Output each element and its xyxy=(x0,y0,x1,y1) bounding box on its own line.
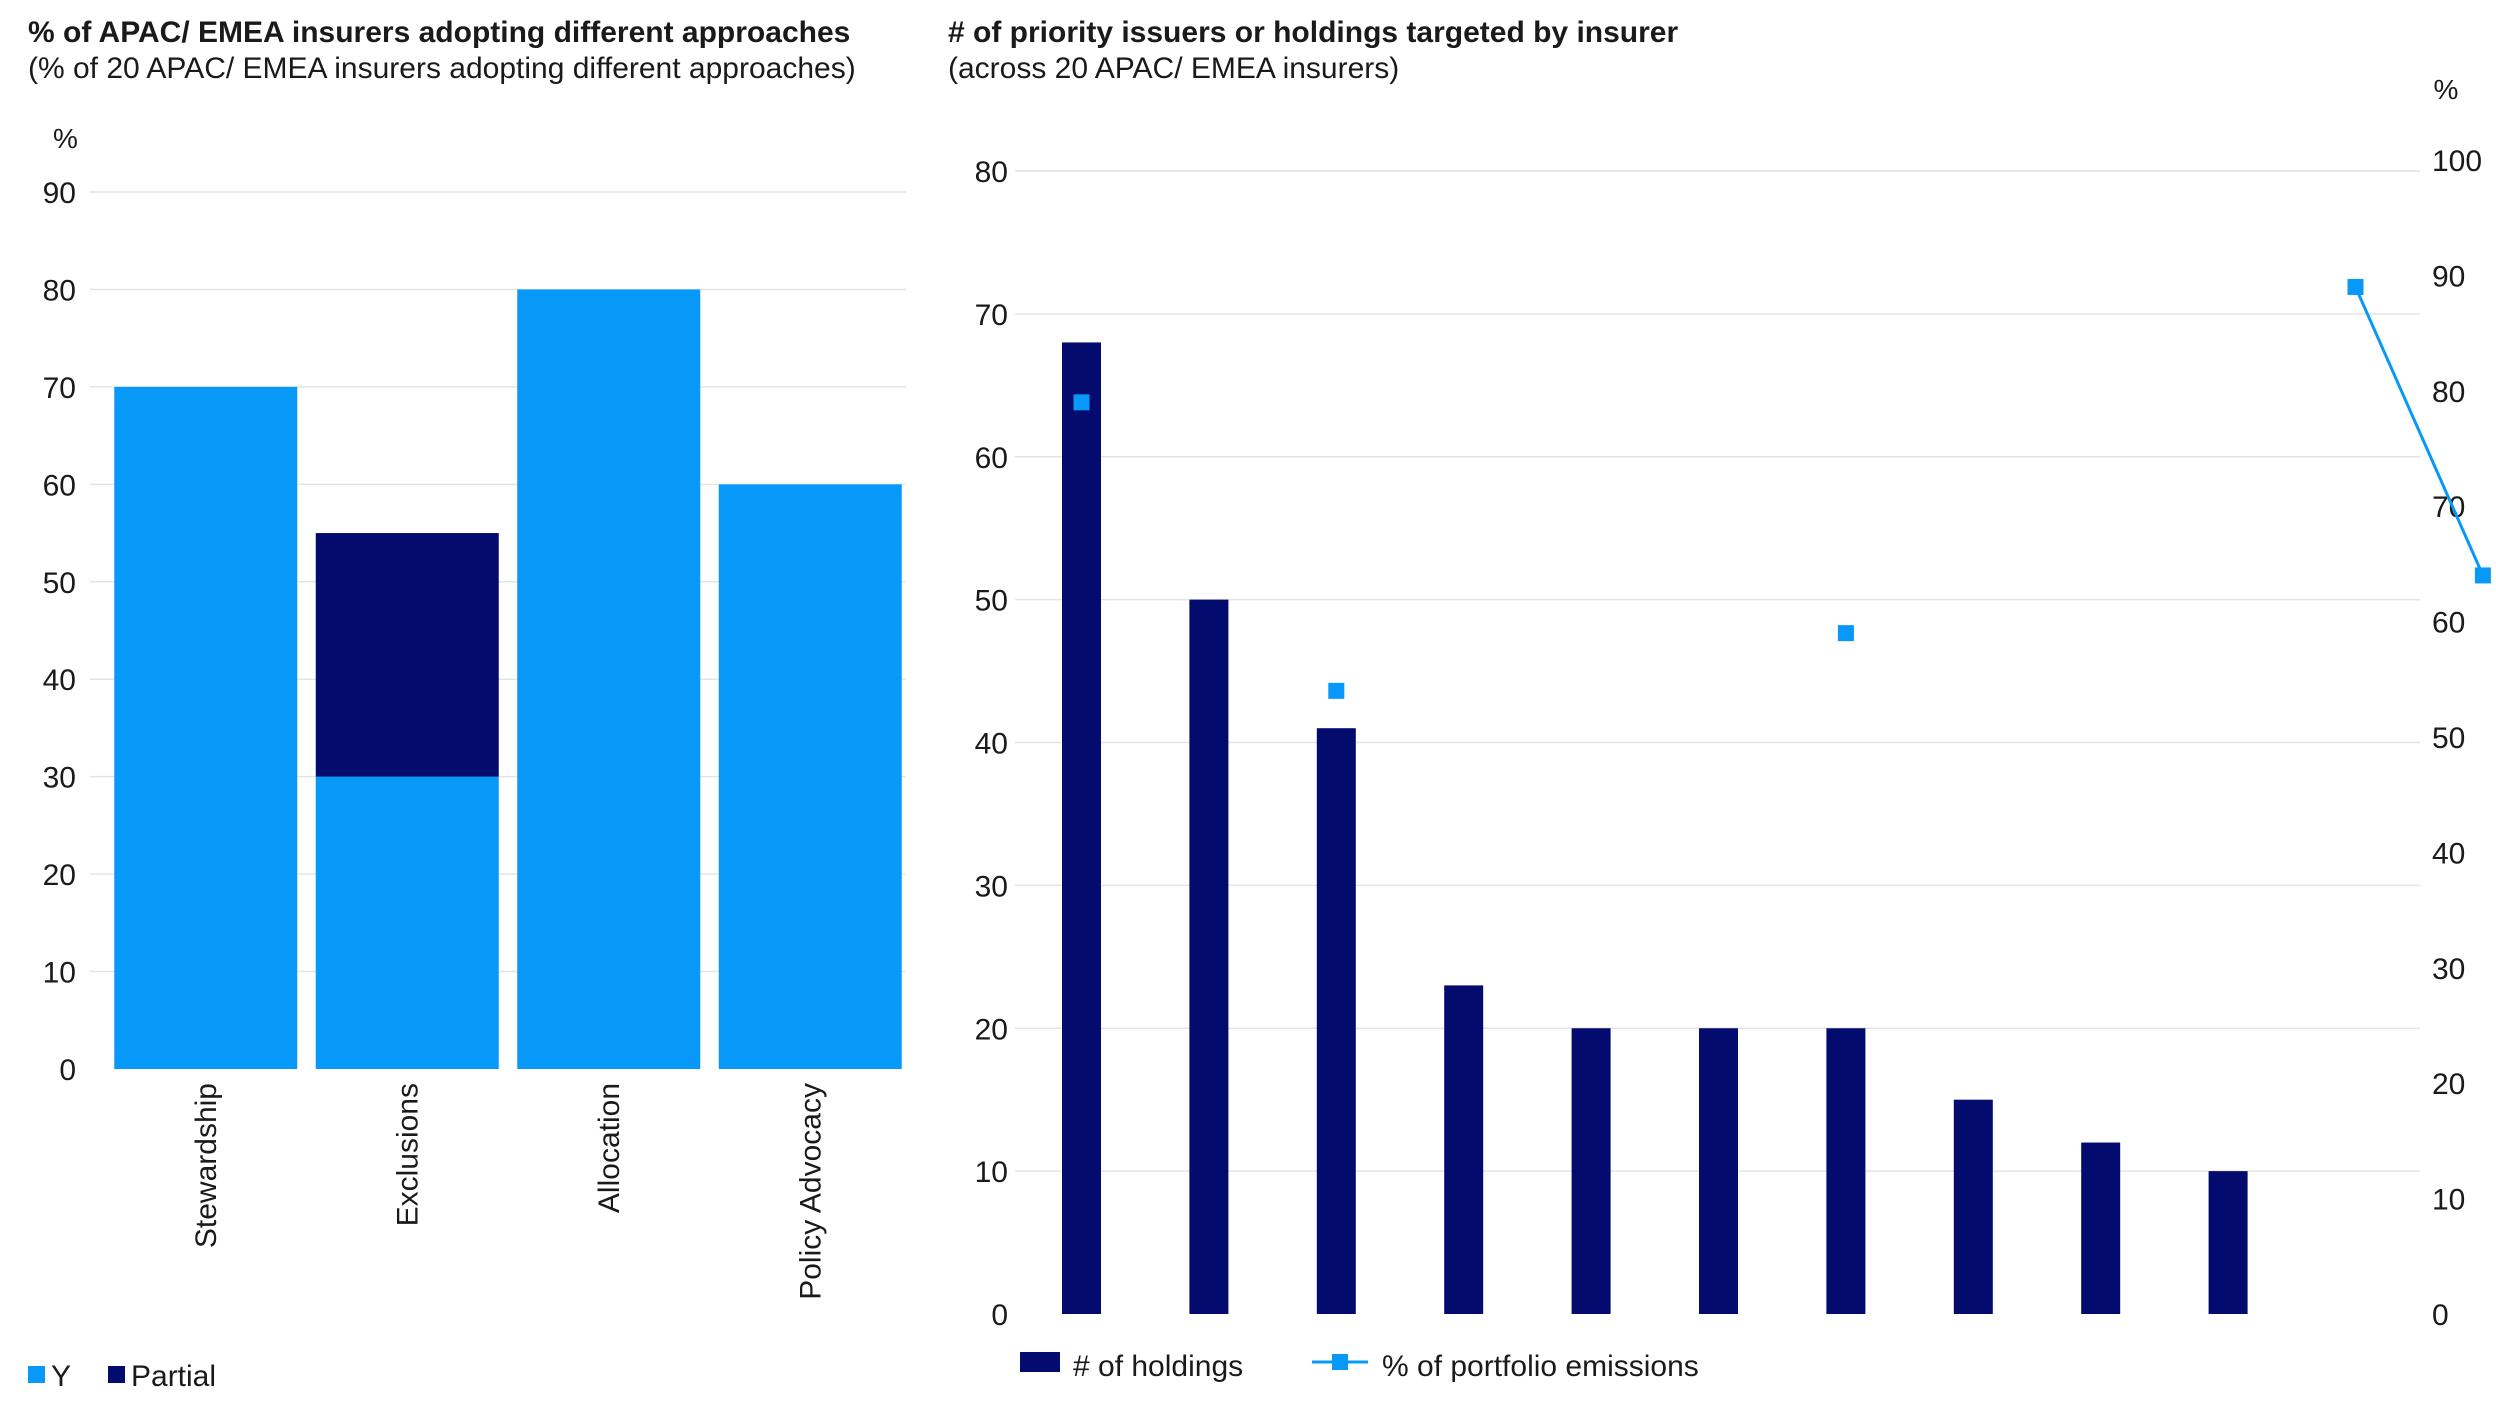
right-bar-holdings xyxy=(1189,599,1229,1314)
left-legend-swatch xyxy=(108,1366,125,1383)
right-y-tick-label: 30 xyxy=(975,870,1008,903)
right-line-segment xyxy=(2354,286,2485,577)
left-y-tick-label: 70 xyxy=(43,372,76,405)
right-y-tick-label: 80 xyxy=(975,156,1008,189)
left-legend-label: Partial xyxy=(131,1360,216,1393)
right-line-point xyxy=(2347,278,2364,295)
left-y-tick-label: 60 xyxy=(43,469,76,502)
left-y-tick-label: 50 xyxy=(43,567,76,600)
left-chart-subtitle: (% of 20 APAC/ EMEA insurers adopting di… xyxy=(28,52,856,85)
right-y2-tick-label: 100 xyxy=(2432,145,2482,178)
right-bar-holdings xyxy=(1444,985,1484,1314)
right-y2-tick-label: 40 xyxy=(2432,837,2465,870)
left-y-tick-label: 30 xyxy=(43,762,76,795)
left-bar-y-allocation xyxy=(517,289,701,1069)
right-y2-tick-label: 50 xyxy=(2432,722,2465,755)
left-bar-y-stewardship xyxy=(114,386,298,1069)
left-legend-swatch xyxy=(28,1366,45,1383)
right-y-tick-label: 10 xyxy=(975,1156,1008,1189)
left-x-tick-label: Stewardship xyxy=(190,1083,223,1248)
right-y-tick-label: 70 xyxy=(975,299,1008,332)
left-y-tick-label: 40 xyxy=(43,664,76,697)
right-legend-swatch-holdings xyxy=(1020,1352,1060,1372)
right-y2-tick-label: 20 xyxy=(2432,1068,2465,1101)
left-bar-y-exclusions xyxy=(315,776,499,1069)
left-x-tick-label: Exclusions xyxy=(391,1083,424,1226)
right-line-point xyxy=(1328,682,1345,699)
left-y-tick-label: 80 xyxy=(43,274,76,307)
right-chart-title: # of priority issuers or holdings target… xyxy=(948,16,1679,49)
right-line-point xyxy=(1073,394,1090,411)
right-y2-tick-label: 30 xyxy=(2432,953,2465,986)
right-line-point xyxy=(1837,625,1854,642)
right-bar-holdings xyxy=(2081,1142,2121,1314)
right-bar-holdings xyxy=(1953,1099,1993,1314)
right-bar-holdings xyxy=(1826,1028,1866,1314)
right-bar-holdings xyxy=(2208,1171,2248,1314)
right-y-tick-label: 20 xyxy=(975,1013,1008,1046)
left-legend-label: Y xyxy=(51,1360,71,1393)
right-legend-marker xyxy=(1332,1354,1348,1370)
left-y-axis-label: % xyxy=(53,123,78,154)
right-y2-axis-label: % xyxy=(2434,74,2459,105)
left-x-tick-label: Policy Advocacy xyxy=(794,1083,827,1300)
right-y-tick-label: 50 xyxy=(975,585,1008,618)
right-line-point xyxy=(2474,567,2491,584)
right-bar-holdings xyxy=(1699,1028,1738,1314)
left-y-tick-label: 90 xyxy=(43,177,76,210)
left-y-tick-label: 0 xyxy=(59,1054,76,1087)
left-x-tick-label: Allocation xyxy=(593,1083,626,1213)
right-legend-label: % of portfolio emissions xyxy=(1382,1350,1699,1383)
right-bar-holdings xyxy=(1316,728,1356,1314)
right-y-tick-label: 0 xyxy=(991,1299,1008,1332)
right-y-tick-label: 40 xyxy=(975,728,1008,761)
right-chart-subtitle: (across 20 APAC/ EMEA insurers) xyxy=(948,52,1400,85)
right-y-tick-label: 60 xyxy=(975,442,1008,475)
right-y2-tick-label: 80 xyxy=(2432,376,2465,409)
left-bar-y-policy-advocacy xyxy=(718,484,902,1069)
left-chart-title: % of APAC/ EMEA insurers adopting differ… xyxy=(28,16,851,49)
left-bar-partial-exclusions xyxy=(315,533,499,777)
right-y2-tick-label: 60 xyxy=(2432,607,2465,640)
right-y2-tick-label: 10 xyxy=(2432,1184,2465,1217)
right-bar-holdings xyxy=(1062,342,1101,1314)
left-y-tick-label: 10 xyxy=(43,957,76,990)
right-legend-label: # of holdings xyxy=(1073,1350,1243,1383)
right-bar-holdings xyxy=(1571,1028,1611,1314)
left-y-tick-label: 20 xyxy=(43,859,76,892)
right-y2-tick-label: 90 xyxy=(2432,260,2465,293)
right-y2-tick-label: 0 xyxy=(2432,1299,2449,1332)
